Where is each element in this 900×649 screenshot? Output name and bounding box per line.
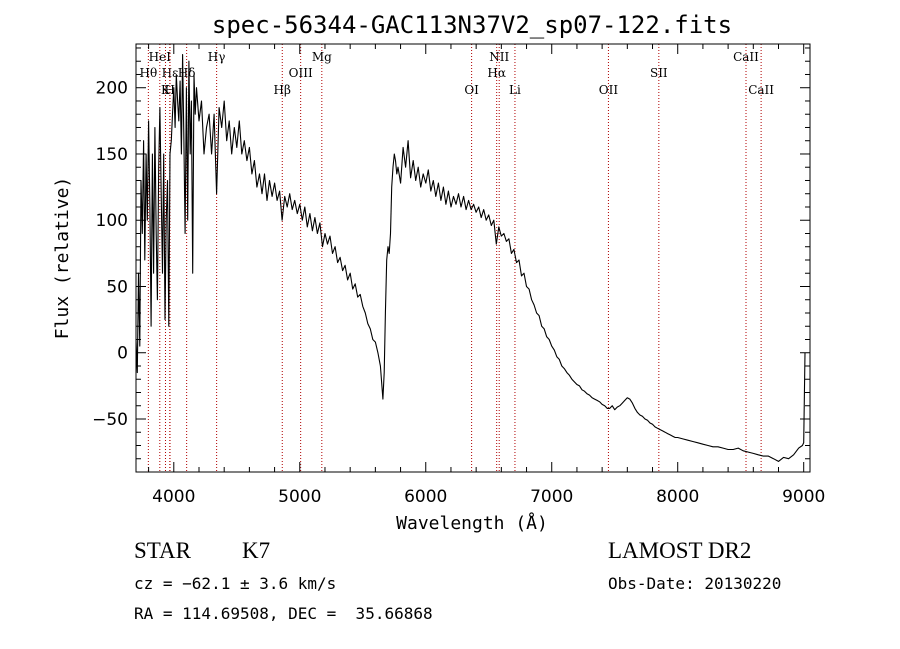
line-label-14: OII: [599, 83, 619, 97]
y-tick-label-5: 200: [96, 79, 128, 99]
object-class: STAR: [134, 538, 191, 563]
object-subclass: K7: [242, 538, 271, 563]
line-label-11: NII: [489, 50, 509, 64]
line-label-0: Hθ: [139, 66, 157, 80]
line-label-1: HeI: [149, 50, 172, 64]
coordinates-readout: RA = 114.69508, DEC = 35.66868: [134, 604, 433, 623]
line-label-5: H: [165, 83, 175, 97]
flux-series: [135, 54, 806, 462]
x-tick-label-4: 8000: [656, 487, 699, 507]
flux-line-0: [135, 54, 806, 462]
velocity-readout: cz = −62.1 ± 3.6 km/s: [134, 574, 337, 593]
y-axis-title: Flux (relative): [52, 177, 73, 340]
line-label-16: CaII: [733, 50, 759, 64]
line-label-8: OIII: [289, 66, 313, 80]
line-label-2: Hε: [162, 66, 179, 80]
y-tick-label-1: 0: [117, 344, 128, 364]
line-label-12: Hα: [487, 66, 506, 80]
line-label-9: Mg: [312, 50, 332, 64]
x-tick-label-1: 5000: [278, 487, 321, 507]
observation-date: Obs-Date: 20130220: [608, 574, 782, 593]
x-tick-label-3: 7000: [530, 487, 573, 507]
line-label-6: Hγ: [208, 50, 226, 64]
x-tick-label-5: 9000: [782, 487, 825, 507]
line-label-4: Hδ: [178, 66, 196, 80]
line-label-3: K: [161, 83, 171, 97]
y-tick-label-3: 100: [96, 211, 128, 231]
chart-title: spec-56344-GAC113N37V2_sp07-122.fits: [212, 11, 732, 39]
plot-frame: [135, 43, 811, 473]
y-axis: −50 0 50 100 150 200: [92, 47, 810, 460]
x-axis-title: Wavelength (Å): [396, 512, 548, 534]
line-label-13: Li: [509, 83, 521, 97]
y-tick-label-4: 150: [96, 145, 128, 165]
line-label-7: Hβ: [274, 83, 291, 97]
line-label-10: OI: [464, 83, 479, 97]
x-axis: 4000 5000 6000 7000 8000 9000: [148, 44, 825, 507]
line-label-15: SII: [650, 66, 668, 80]
survey-name: LAMOST DR2: [608, 538, 752, 563]
y-tick-label-2: 50: [106, 277, 128, 297]
x-tick-label-2: 6000: [404, 487, 447, 507]
line-label-17: CaII: [748, 83, 774, 97]
y-tick-label-0: −50: [92, 410, 128, 430]
x-tick-label-0: 4000: [152, 487, 195, 507]
